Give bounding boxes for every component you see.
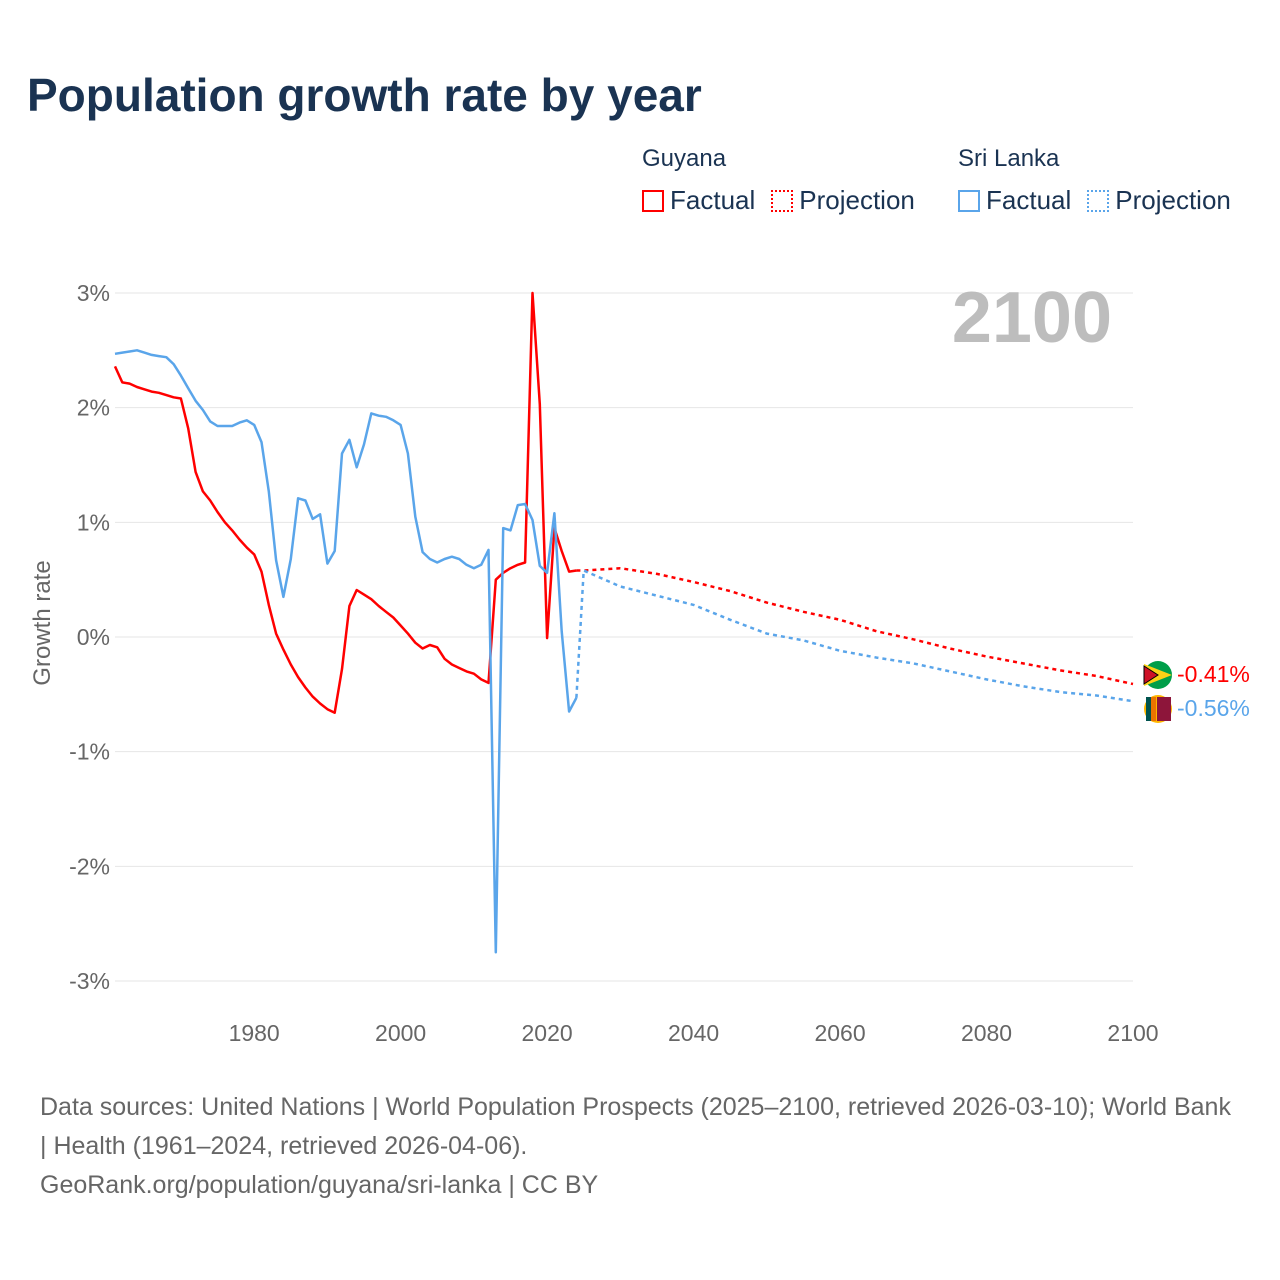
series-line-sri-lanka-projection — [575, 569, 1134, 703]
y-tick-label: -3% — [69, 968, 110, 994]
y-axis-label: Growth rate — [29, 560, 56, 685]
legend-swatch-dotted — [771, 189, 794, 212]
legend-group-sri-lanka: Sri Lanka Factual Projection — [958, 145, 1231, 216]
guyana-end-label: -0.41% — [1177, 661, 1250, 687]
x-tick-label: 2000 — [375, 1020, 426, 1046]
x-tick-label: 2100 — [1107, 1020, 1158, 1046]
y-tick-label: 3% — [77, 280, 110, 306]
y-tick-label: -2% — [69, 853, 110, 879]
page-title: Population growth rate by year — [27, 69, 702, 121]
series-line-guyana-factual — [113, 291, 577, 714]
legend-item-sri-lanka-projection[interactable]: Projection — [1087, 185, 1231, 216]
guyana-flag-icon — [1143, 661, 1172, 689]
footer: Data sources: United Nations | World Pop… — [40, 1088, 1240, 1205]
legend-group-name: Guyana — [642, 145, 727, 172]
x-tick-label: 2060 — [814, 1020, 865, 1046]
legend-swatch-dotted — [1087, 189, 1110, 212]
legend-group-guyana: Guyana Factual Projection — [642, 145, 915, 216]
series-line-guyana-projection — [576, 566, 1134, 686]
legend-swatch-solid — [958, 189, 980, 212]
legend-label: Projection — [799, 185, 915, 215]
legend-label: Projection — [1115, 185, 1231, 215]
legend-swatch-solid — [642, 189, 664, 212]
y-tick-label: -1% — [69, 739, 110, 765]
legend-group-name: Sri Lanka — [958, 145, 1060, 172]
data-sources: Data sources: United Nations | World Pop… — [40, 1093, 1231, 1160]
sri-lanka-end-label: -0.56% — [1177, 695, 1250, 721]
attribution-link[interactable]: GeoRank.org/population/guyana/sri-lanka … — [40, 1171, 599, 1199]
y-tick-label: 1% — [77, 509, 110, 535]
x-tick-label: 2020 — [522, 1020, 573, 1046]
series-line-sri-lanka-factual — [114, 349, 578, 954]
year-watermark: 2100 — [952, 278, 1112, 358]
legend-label: Factual — [986, 185, 1072, 215]
legend-item-guyana-projection[interactable]: Projection — [771, 185, 915, 216]
x-tick-label: 1980 — [229, 1020, 280, 1046]
legend-item-guyana-factual[interactable]: Factual — [642, 185, 755, 216]
y-tick-label: 2% — [77, 395, 110, 421]
x-tick-label: 2080 — [961, 1020, 1012, 1046]
sri-lanka-flag-icon — [1144, 695, 1172, 723]
x-tick-label: 2040 — [668, 1020, 719, 1046]
legend-item-sri-lanka-factual[interactable]: Factual — [958, 185, 1071, 216]
legend-label: Factual — [670, 185, 756, 215]
y-tick-label: 0% — [77, 624, 110, 650]
